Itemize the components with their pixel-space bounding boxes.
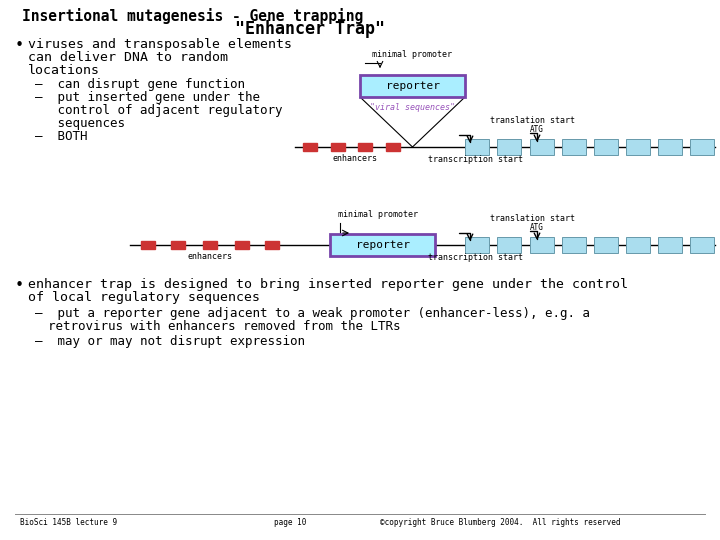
Text: •: • — [15, 278, 24, 293]
Bar — [330, 234, 435, 256]
Text: enhancers: enhancers — [187, 252, 233, 261]
Bar — [171, 241, 185, 249]
Text: transcription start: transcription start — [428, 253, 523, 262]
Text: Insertional mutagenesis - Gene trapping: Insertional mutagenesis - Gene trapping — [22, 8, 364, 24]
Text: minimal promoter: minimal promoter — [372, 50, 452, 59]
Bar — [497, 237, 521, 253]
Bar — [303, 143, 317, 151]
Text: translation start: translation start — [490, 214, 575, 223]
Text: enhancer trap is designed to bring inserted reporter gene under the control: enhancer trap is designed to bring inser… — [28, 278, 628, 291]
Text: viruses and transposable elements: viruses and transposable elements — [28, 38, 292, 51]
Text: reporter: reporter — [385, 81, 439, 91]
Bar — [465, 139, 489, 155]
Bar — [594, 237, 618, 253]
Bar — [141, 241, 155, 249]
Bar — [235, 241, 249, 249]
Text: locations: locations — [28, 64, 100, 77]
Text: "Enhancer Trap": "Enhancer Trap" — [235, 20, 385, 38]
Bar — [690, 237, 714, 253]
Text: –  may or may not disrupt expression: – may or may not disrupt expression — [35, 335, 305, 348]
Bar — [530, 139, 554, 155]
Text: page 10: page 10 — [274, 518, 306, 527]
Text: ATG: ATG — [530, 223, 544, 232]
Text: ATG: ATG — [530, 125, 544, 134]
Text: of local regulatory sequences: of local regulatory sequences — [28, 291, 260, 304]
Bar — [562, 237, 586, 253]
Text: ©copyright Bruce Blumberg 2004.  All rights reserved: ©copyright Bruce Blumberg 2004. All righ… — [379, 518, 620, 527]
Text: translation start: translation start — [490, 116, 575, 125]
Bar — [265, 241, 279, 249]
Bar — [203, 241, 217, 249]
Bar — [360, 75, 465, 97]
Text: can deliver DNA to random: can deliver DNA to random — [28, 51, 228, 64]
Bar — [690, 139, 714, 155]
Text: –  put a reporter gene adjacent to a weak promoter (enhancer-less), e.g. a: – put a reporter gene adjacent to a weak… — [35, 307, 590, 320]
Text: transcription start: transcription start — [428, 155, 523, 164]
Bar — [658, 237, 682, 253]
Text: •: • — [15, 38, 24, 53]
Bar — [497, 139, 521, 155]
Bar — [465, 237, 489, 253]
Bar — [386, 143, 400, 151]
Text: retrovirus with enhancers removed from the LTRs: retrovirus with enhancers removed from t… — [48, 320, 400, 333]
Bar — [358, 143, 372, 151]
Text: BioSci 145B lecture 9: BioSci 145B lecture 9 — [20, 518, 117, 527]
Bar — [530, 237, 554, 253]
Text: minimal promoter: minimal promoter — [338, 210, 418, 219]
Bar — [626, 237, 650, 253]
Bar — [331, 143, 345, 151]
Text: control of adjacent regulatory: control of adjacent regulatory — [35, 104, 282, 117]
Text: –  can disrupt gene function: – can disrupt gene function — [35, 78, 245, 91]
Bar — [594, 139, 618, 155]
Text: reporter: reporter — [356, 240, 410, 250]
Text: "viral sequences": "viral sequences" — [370, 103, 455, 112]
Text: enhancers: enhancers — [333, 154, 377, 163]
Bar — [626, 139, 650, 155]
Bar — [562, 139, 586, 155]
Text: sequences: sequences — [35, 117, 125, 130]
Bar — [658, 139, 682, 155]
Text: –  put inserted gene under the: – put inserted gene under the — [35, 91, 260, 104]
Text: –  BOTH: – BOTH — [35, 130, 88, 143]
